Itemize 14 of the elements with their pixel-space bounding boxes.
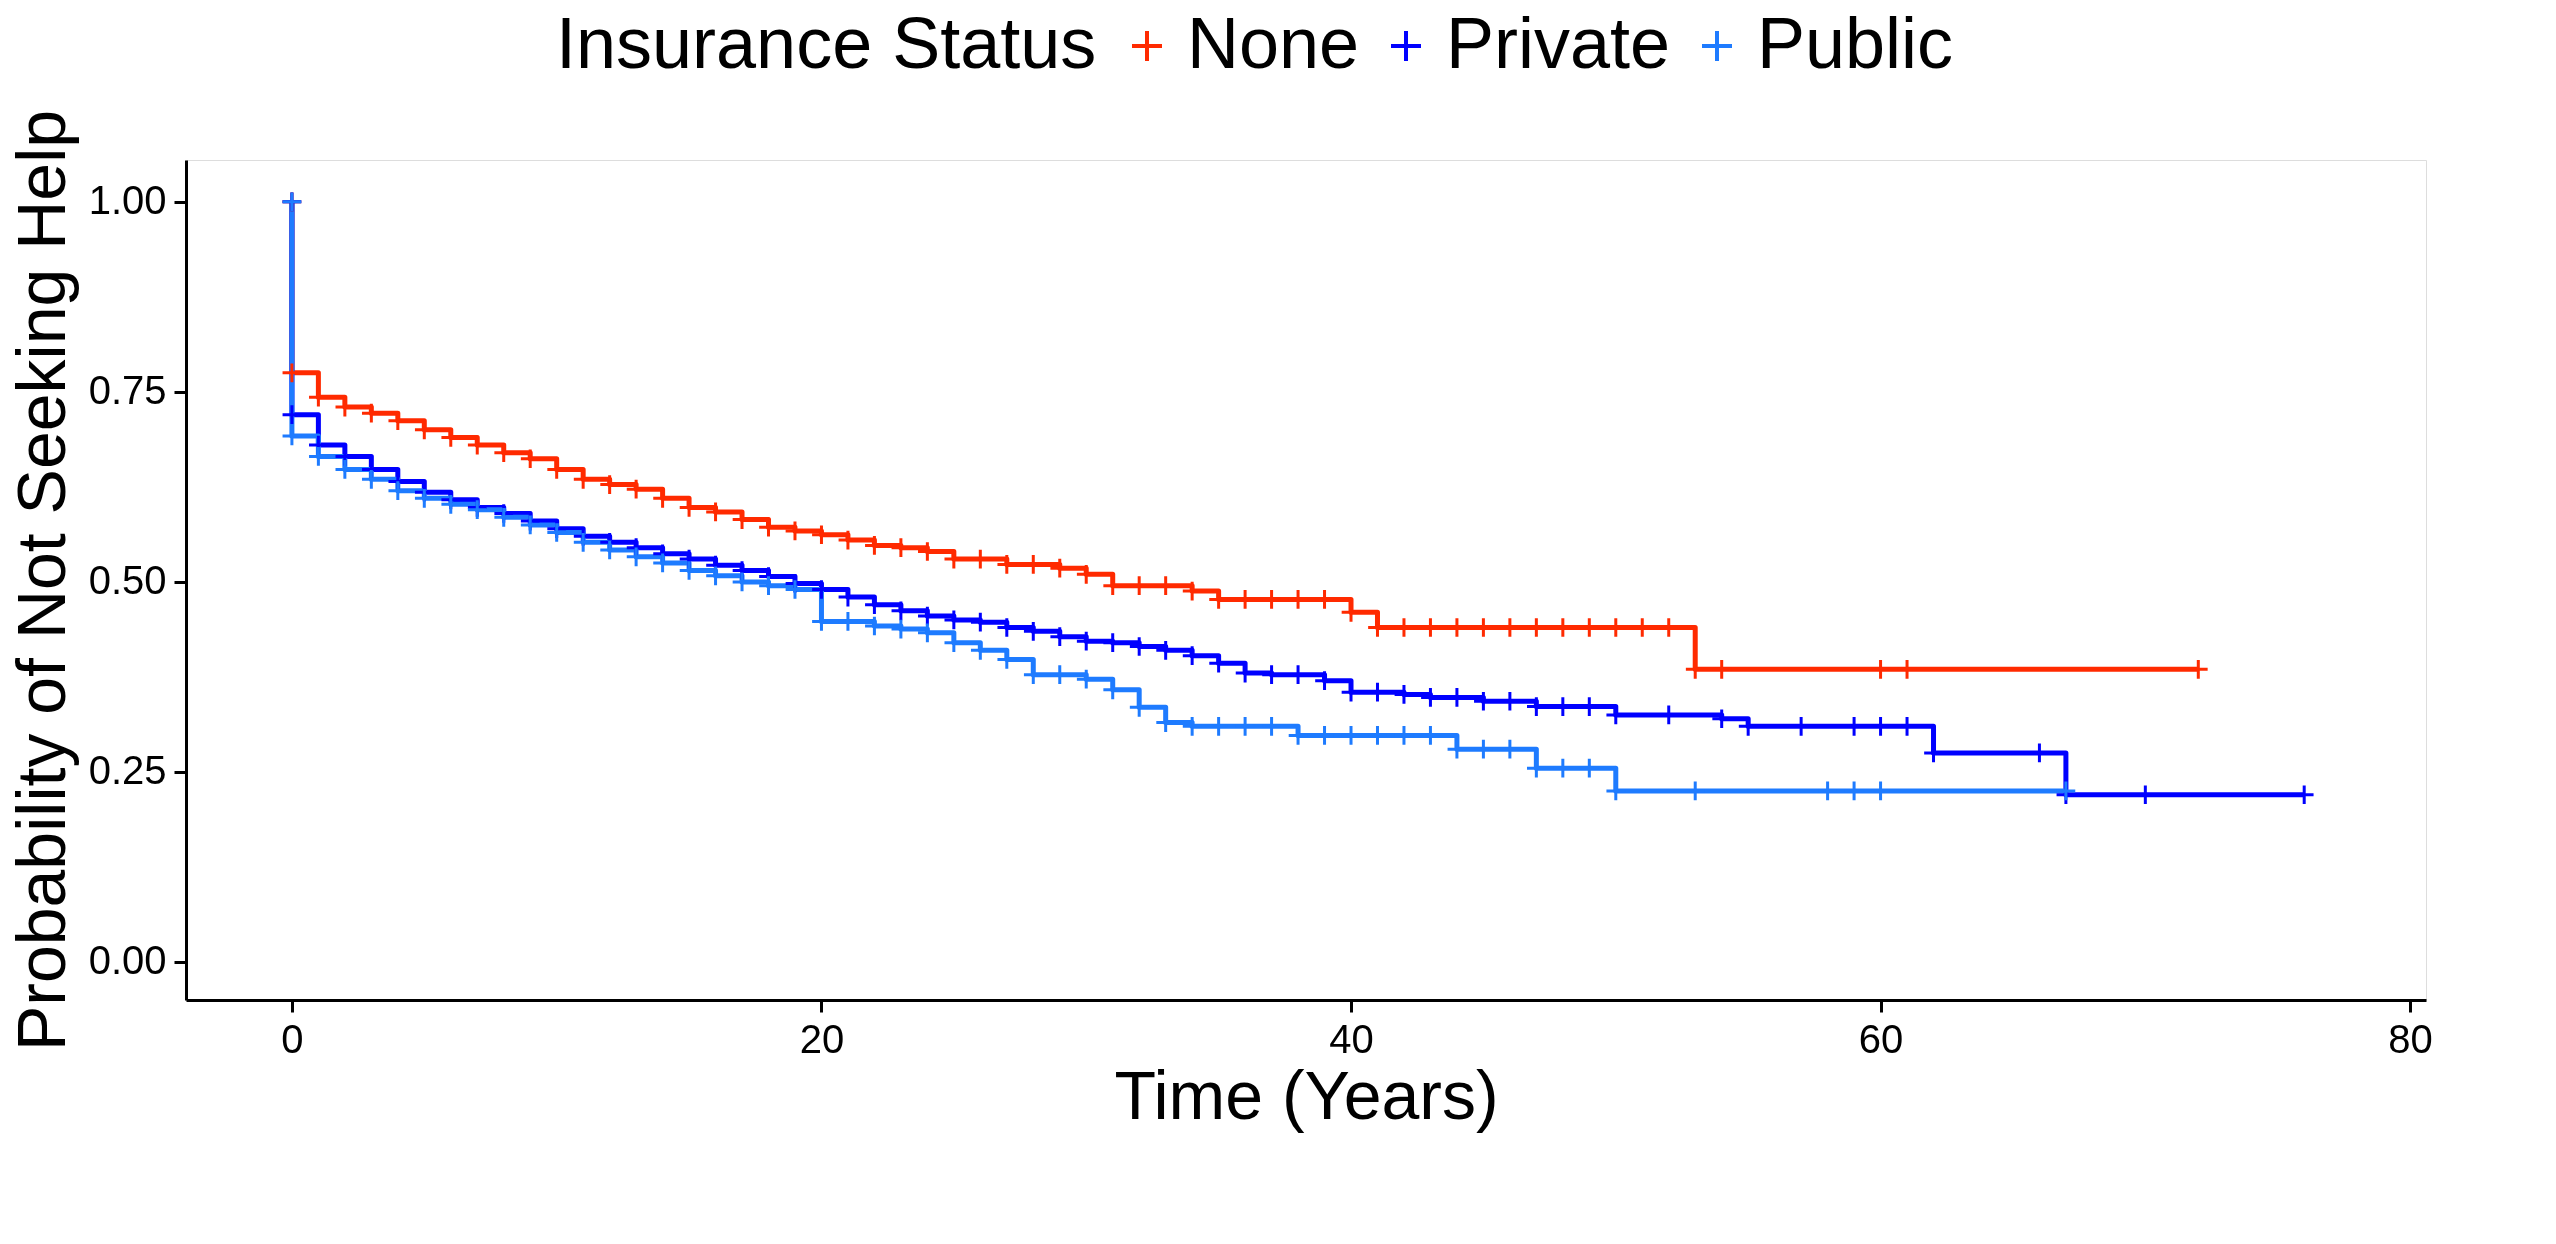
x-tick-label: 20	[799, 1016, 845, 1061]
legend-label: None	[1187, 3, 1360, 83]
y-tick-label: 0.50	[88, 558, 167, 603]
x-tick-label: 0	[281, 1016, 304, 1061]
y-tick-label: 0.00	[88, 938, 167, 983]
x-tick-label: 80	[2388, 1016, 2433, 1061]
y-tick-label: 0.25	[88, 748, 167, 793]
legend-label: Public	[1757, 3, 1954, 83]
legend-title: Insurance Status	[556, 3, 1097, 83]
y-tick-label: 0.75	[88, 368, 167, 413]
y-axis-title: Probability of Not Seeking Help	[2, 109, 79, 1052]
x-tick-label: 60	[1858, 1016, 1904, 1061]
y-tick-label: 1.00	[88, 178, 167, 223]
legend-label: Private	[1446, 3, 1671, 83]
